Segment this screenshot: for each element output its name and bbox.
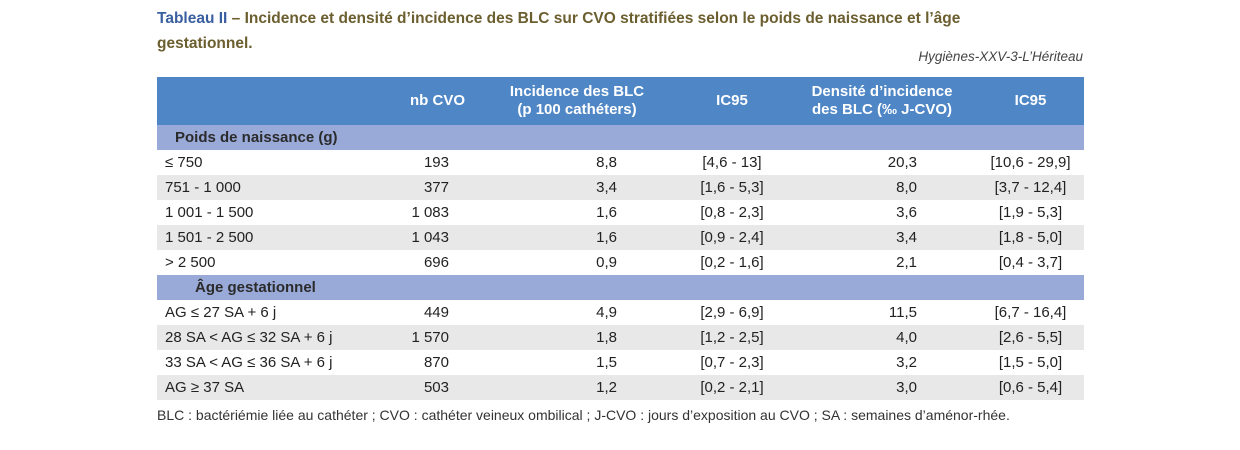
table-cell: 751 - 1 000 [157, 175, 367, 200]
table-cell: [0,2 - 1,6] [700, 254, 764, 271]
table-row: 1 501 - 2 500 1 043 1,6 [0,9 - 2,4] 3,4 [1,8 … [157, 225, 1084, 250]
table-cell: > 2 500 [165, 254, 216, 271]
table-title: Tableau II – Incidence et densité d’inci… [157, 6, 1057, 56]
table-cell: 1,6 [477, 225, 677, 250]
table-cell: 1,2 [477, 375, 677, 400]
table-cell: [2,9 - 6,9] [700, 304, 764, 321]
table-cell: [3,7 - 12,4] [977, 175, 1084, 200]
table-cell: [0,7 - 2,3] [700, 354, 764, 371]
table-cell: 20,3 [887, 154, 917, 171]
table-cell: 1 043 [367, 225, 477, 250]
header-label-column [157, 77, 367, 125]
table-cell: 3,4 [477, 175, 677, 200]
table-cell: 1 001 - 1 500 [165, 204, 254, 221]
table-cell: 3,2 [896, 354, 917, 371]
header-densite-line2: des BLC (‰ J-CVO) [811, 101, 952, 118]
table-header-row: nb CVO Incidence des BLC (p 100 cathéter… [157, 77, 1084, 125]
table-cell: 870 [423, 354, 449, 371]
table-row: ≤ 750 193 8,8 [4,6 - 13] 20,3 [10,6 - 29,9] [157, 150, 1084, 175]
table-row: 751 - 1 000 377 3,4 [1,6 - 5,3] 8,0 [3,7 - 12… [157, 175, 1084, 200]
table-cell: [0,9 - 2,4] [677, 225, 787, 250]
section-row: Âge gestationnel [157, 275, 1084, 300]
table-cell: [1,5 - 5,0] [998, 354, 1063, 371]
table-cell: [4,6 - 13] [702, 154, 762, 171]
table-cell: [0,8 - 2,3] [700, 204, 764, 221]
table-cell: AG ≤ 27 SA + 6 j [165, 304, 277, 321]
header-incidence-line1: Incidence des BLC [509, 83, 645, 100]
table-cell: 1,8 [477, 325, 677, 350]
table-cell: 1,5 [596, 354, 617, 371]
table-row: 1 001 - 1 500 1 083 1,6 [0,8 - 2,3] 3,6 [1,9 … [157, 200, 1084, 225]
source-citation: Hygiènes-XXV-3-L’Hériteau [918, 49, 1083, 64]
section-label: Poids de naissance (g) [157, 125, 1084, 150]
table-cell: [1,2 - 2,5] [677, 325, 787, 350]
table-cell: 0,9 [596, 254, 617, 271]
table-cell: [6,7 - 16,4] [994, 304, 1067, 321]
header-ic95-densite: IC95 [977, 77, 1084, 125]
table-row: > 2 500 696 0,9 [0,2 - 1,6] 2,1 [0,4 - 3,7] [157, 250, 1084, 275]
table-cell: [0,6 - 5,4] [977, 375, 1084, 400]
table-cell: 2,1 [896, 254, 917, 271]
section-row: Poids de naissance (g) [157, 125, 1084, 150]
table-row: AG ≥ 37 SA 503 1,2 [0,2 - 2,1] 3,0 [0,6 - 5,4… [157, 375, 1084, 400]
table-cell: 377 [367, 175, 477, 200]
table-cell: [1,9 - 5,3] [998, 204, 1063, 221]
table-cell: [10,6 - 29,9] [990, 154, 1071, 171]
table-row: 33 SA < AG ≤ 36 SA + 6 j 870 1,5 [0,7 - 2,3… [157, 350, 1084, 375]
data-table: nb CVO Incidence des BLC (p 100 cathéter… [157, 77, 1084, 400]
table-cell: 1 570 [367, 325, 477, 350]
table-title-lead: Tableau II [157, 10, 228, 27]
table-cell: [0,4 - 3,7] [998, 254, 1063, 271]
header-densite: Densité d’incidence des BLC (‰ J-CVO) [787, 77, 977, 125]
table-cell: 8,8 [596, 154, 617, 171]
table-cell: 8,0 [787, 175, 977, 200]
table-cell: 1 083 [411, 204, 449, 221]
table-row: AG ≤ 27 SA + 6 j 449 4,9 [2,9 - 6,9] 11,5 [6,… [157, 300, 1084, 325]
header-incidence-line2: (p 100 cathéters) [517, 101, 637, 118]
table-cell: [1,8 - 5,0] [977, 225, 1084, 250]
table-cell: 3,0 [787, 375, 977, 400]
table-cell: [0,2 - 2,1] [677, 375, 787, 400]
header-densite-line1: Densité d’incidence [811, 83, 953, 100]
table-cell: [2,6 - 5,5] [977, 325, 1084, 350]
footnote: BLC : bactériémie liée au cathéter ; CVO… [157, 407, 1010, 423]
table-cell: [1,6 - 5,3] [677, 175, 787, 200]
table-cell: 3,6 [896, 204, 917, 221]
table-cell: 193 [423, 154, 449, 171]
table-title-text: – Incidence et densité d’incidence des B… [157, 10, 961, 52]
header-ic95-incidence: IC95 [677, 77, 787, 125]
section-label: Âge gestationnel [157, 275, 1084, 300]
table-cell: 1,6 [596, 204, 617, 221]
table-cell: 28 SA < AG ≤ 32 SA + 6 j [157, 325, 367, 350]
table-cell: 11,5 [888, 304, 917, 321]
header-nb-cvo: nb CVO [367, 77, 477, 125]
table-cell: 4,0 [787, 325, 977, 350]
table-cell: 1 501 - 2 500 [157, 225, 367, 250]
table-cell: 449 [423, 304, 449, 321]
table-cell: ≤ 750 [165, 154, 203, 171]
table-cell: 33 SA < AG ≤ 36 SA + 6 j [165, 354, 333, 371]
table-cell: 696 [423, 254, 449, 271]
table-cell: 503 [367, 375, 477, 400]
table-cell: 3,4 [787, 225, 977, 250]
table-cell: AG ≥ 37 SA [157, 375, 367, 400]
table-cell: 4,9 [596, 304, 617, 321]
table-body: Poids de naissance (g) ≤ 750 193 8,8 [4,6 - … [157, 125, 1084, 400]
header-incidence: Incidence des BLC (p 100 cathéters) [477, 77, 677, 125]
